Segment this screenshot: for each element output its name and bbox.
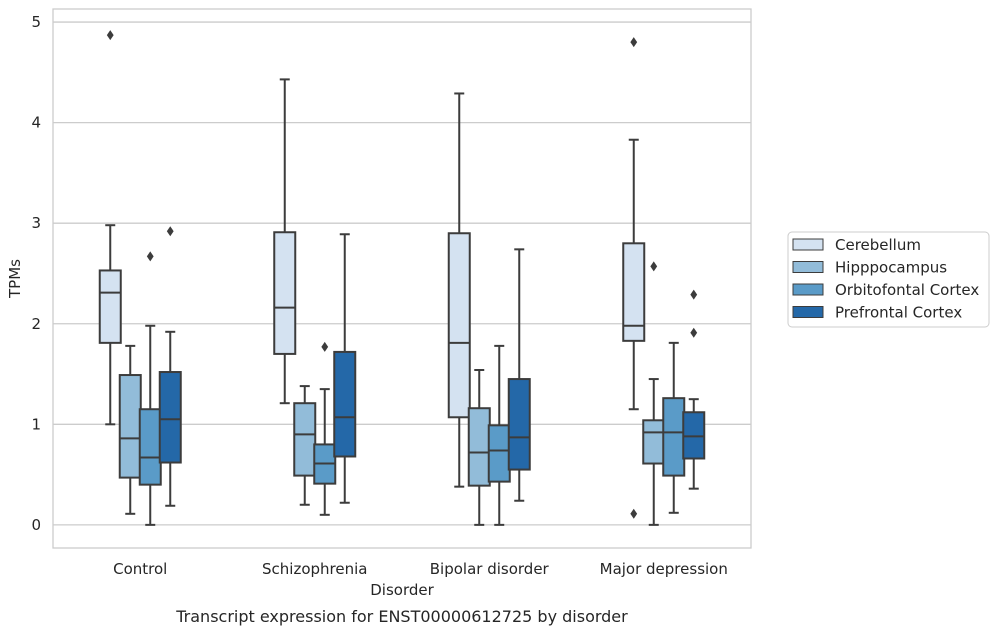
box-3-1 (333, 233, 357, 504)
x-tick-label: Bipolar disorder (430, 560, 550, 578)
y-tick-label: 1 (31, 415, 41, 433)
box-0-1 (273, 78, 297, 405)
y-tick-label: 2 (31, 315, 41, 333)
outlier-point (630, 37, 638, 48)
box-1-2 (467, 369, 491, 526)
box-body (118, 374, 142, 479)
box-body (447, 232, 471, 419)
legend-swatch (792, 306, 824, 318)
outlier-point (321, 341, 329, 352)
box-0-3 (622, 37, 646, 519)
box-body (293, 402, 317, 477)
box-body (273, 231, 297, 355)
outlier-point (690, 289, 698, 300)
box-body (98, 269, 122, 344)
legend-swatch (792, 238, 824, 251)
legend-swatch (792, 261, 824, 273)
box-1-3 (642, 261, 666, 526)
box-body (662, 397, 686, 477)
outlier-point (630, 508, 638, 519)
box-body (158, 371, 182, 464)
box-0-2 (447, 92, 471, 488)
box-0-0 (98, 30, 122, 426)
box-1-0 (118, 344, 142, 515)
box-body (622, 242, 646, 342)
box-1-1 (293, 385, 317, 506)
y-tick-label: 3 (31, 214, 41, 232)
legend-label: Prefrontal Cortex (835, 304, 962, 322)
x-tick-label: Control (113, 560, 167, 578)
box-body (507, 378, 531, 471)
legend: Cerebellum Hipppocampus Orbitofontal Corte… (787, 231, 990, 328)
box-2-1 (313, 341, 337, 516)
box-body (487, 424, 511, 483)
box-groups (98, 30, 706, 526)
box-body (467, 407, 491, 487)
box-body (682, 411, 706, 460)
outlier-point (690, 327, 698, 338)
outlier-point (650, 261, 658, 272)
plot-frame (52, 8, 752, 549)
legend-box (787, 231, 990, 328)
box-2-2 (487, 344, 511, 526)
legend-swatch (792, 283, 824, 296)
legend-label: Hipppocampus (835, 259, 947, 277)
x-axis-label: Disorder (370, 581, 434, 599)
x-tick-label: Schizophrenia (262, 560, 367, 578)
box-2-0 (138, 251, 162, 526)
y-tick-label: 4 (31, 114, 41, 132)
outlier-point (166, 226, 174, 237)
y-tick-label: 0 (31, 516, 41, 534)
y-tick-label: 5 (31, 13, 41, 31)
chart-caption: Transcript expression for ENST0000061272… (175, 607, 628, 626)
box-2-3 (662, 341, 686, 514)
box-body (642, 419, 666, 465)
x-tick-labels: Control Schizophrenia Bipolar disorder Majo… (113, 560, 728, 578)
box-3-2 (507, 248, 531, 502)
outlier-point (106, 30, 114, 41)
box-3-3 (682, 289, 706, 490)
box-body (333, 350, 357, 458)
y-tick-labels: 0 1 2 3 4 5 (31, 13, 41, 534)
legend-label: Cerebellum (835, 236, 921, 254)
outlier-point (146, 251, 154, 262)
y-axis-label: TPMs (6, 259, 24, 299)
box-3-0 (158, 226, 182, 507)
box-body (138, 408, 162, 486)
x-tick-label: Major depression (600, 560, 728, 578)
legend-label: Orbitofontal Cortex (835, 281, 979, 299)
